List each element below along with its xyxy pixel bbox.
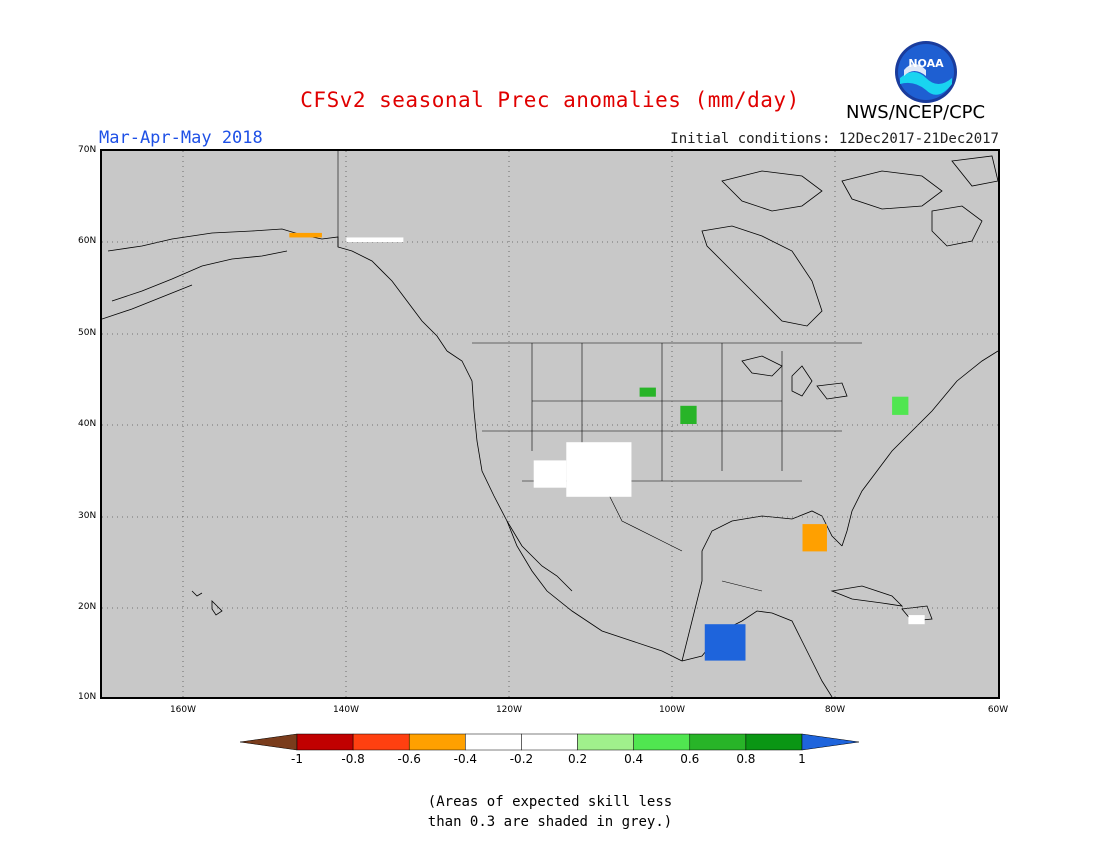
colorbar-cell [408, 733, 466, 751]
coastlines [102, 155, 998, 697]
colorbar-cell [521, 733, 578, 751]
precip-anomaly-map: 70N 60N 50N 40N 30N 20N 10N 160W 140W 12… [78, 145, 1008, 715]
colorbar-cell [577, 733, 634, 751]
colorbar-cell [465, 733, 522, 751]
lon-label: 100W [658, 705, 686, 715]
gridlines [102, 151, 998, 697]
colorbar-tick-label: -1 [291, 752, 303, 766]
anomaly-cell [680, 405, 697, 424]
colorbar-swatches [239, 733, 860, 751]
lat-label: 60N [78, 236, 97, 246]
colorbar-tick-label: 0.8 [736, 752, 756, 766]
colorbar-tick-label: -0.8 [341, 752, 365, 766]
colorbar-arrow-low [239, 733, 298, 751]
anomaly-cell [639, 387, 656, 397]
anomaly-cell [533, 460, 567, 488]
lon-label: 120W [495, 705, 523, 715]
colorbar-tick-label: 1 [798, 752, 806, 766]
lat-label: 20N [78, 602, 97, 612]
lon-label: 160W [169, 705, 197, 715]
borders [337, 151, 862, 592]
footnote-line-1: (Areas of expected skill less [427, 794, 673, 810]
noaa-logo-text: NOAA [908, 57, 944, 70]
colorbar-cell [296, 733, 354, 751]
lat-label: 70N [78, 145, 97, 155]
colorbar-tick-label: -0.2 [509, 752, 534, 766]
lat-label: 10N [78, 692, 97, 702]
anomaly-cell [289, 232, 322, 238]
colorbar-arrow-high [801, 733, 860, 751]
lon-label: 60W [987, 705, 1009, 715]
noaa-logo-icon: NOAA [895, 41, 957, 103]
anomaly-cell [802, 524, 827, 552]
lon-label: 80W [824, 705, 846, 715]
anomaly-cells [289, 232, 925, 661]
lat-label: 50N [78, 328, 97, 338]
footnote: (Areas of expected skill less than 0.3 a… [0, 792, 1100, 832]
colorbar-tick-label: 0.2 [568, 752, 588, 766]
anomaly-cell [346, 237, 404, 242]
colorbar-cell [633, 733, 691, 751]
map-canvas [102, 151, 998, 697]
footnote-line-2: than 0.3 are shaded in grey.) [427, 814, 673, 830]
colorbar-cell [352, 733, 410, 751]
lat-label: 40N [78, 419, 97, 429]
colorbar-tick-label: -0.6 [397, 752, 421, 766]
anomaly-cell [908, 615, 925, 625]
initial-conditions-label: Initial conditions: 12Dec2017-21Dec2017 [670, 131, 999, 147]
colorbar-tick-label: 0.6 [680, 752, 700, 766]
colorbar-tick-label: -0.4 [453, 752, 478, 766]
anomaly-cell [566, 442, 632, 497]
colorbar-tick-label: 0.4 [624, 752, 644, 766]
agency-label: NWS/NCEP/CPC [846, 102, 986, 123]
season-label: Mar-Apr-May 2018 [99, 128, 263, 148]
map-title: CFSv2 seasonal Prec anomalies (mm/day) [300, 88, 800, 112]
lat-label: 30N [78, 511, 97, 521]
colorbar-cell [689, 733, 747, 751]
colorbar: -1 -0.8 -0.6 -0.4 -0.2 0.2 0.4 0.6 0.8 1 [0, 728, 1100, 778]
anomaly-cell [704, 624, 746, 661]
anomaly-cell [892, 396, 909, 415]
colorbar-cell [745, 733, 803, 751]
lon-label: 140W [332, 705, 360, 715]
